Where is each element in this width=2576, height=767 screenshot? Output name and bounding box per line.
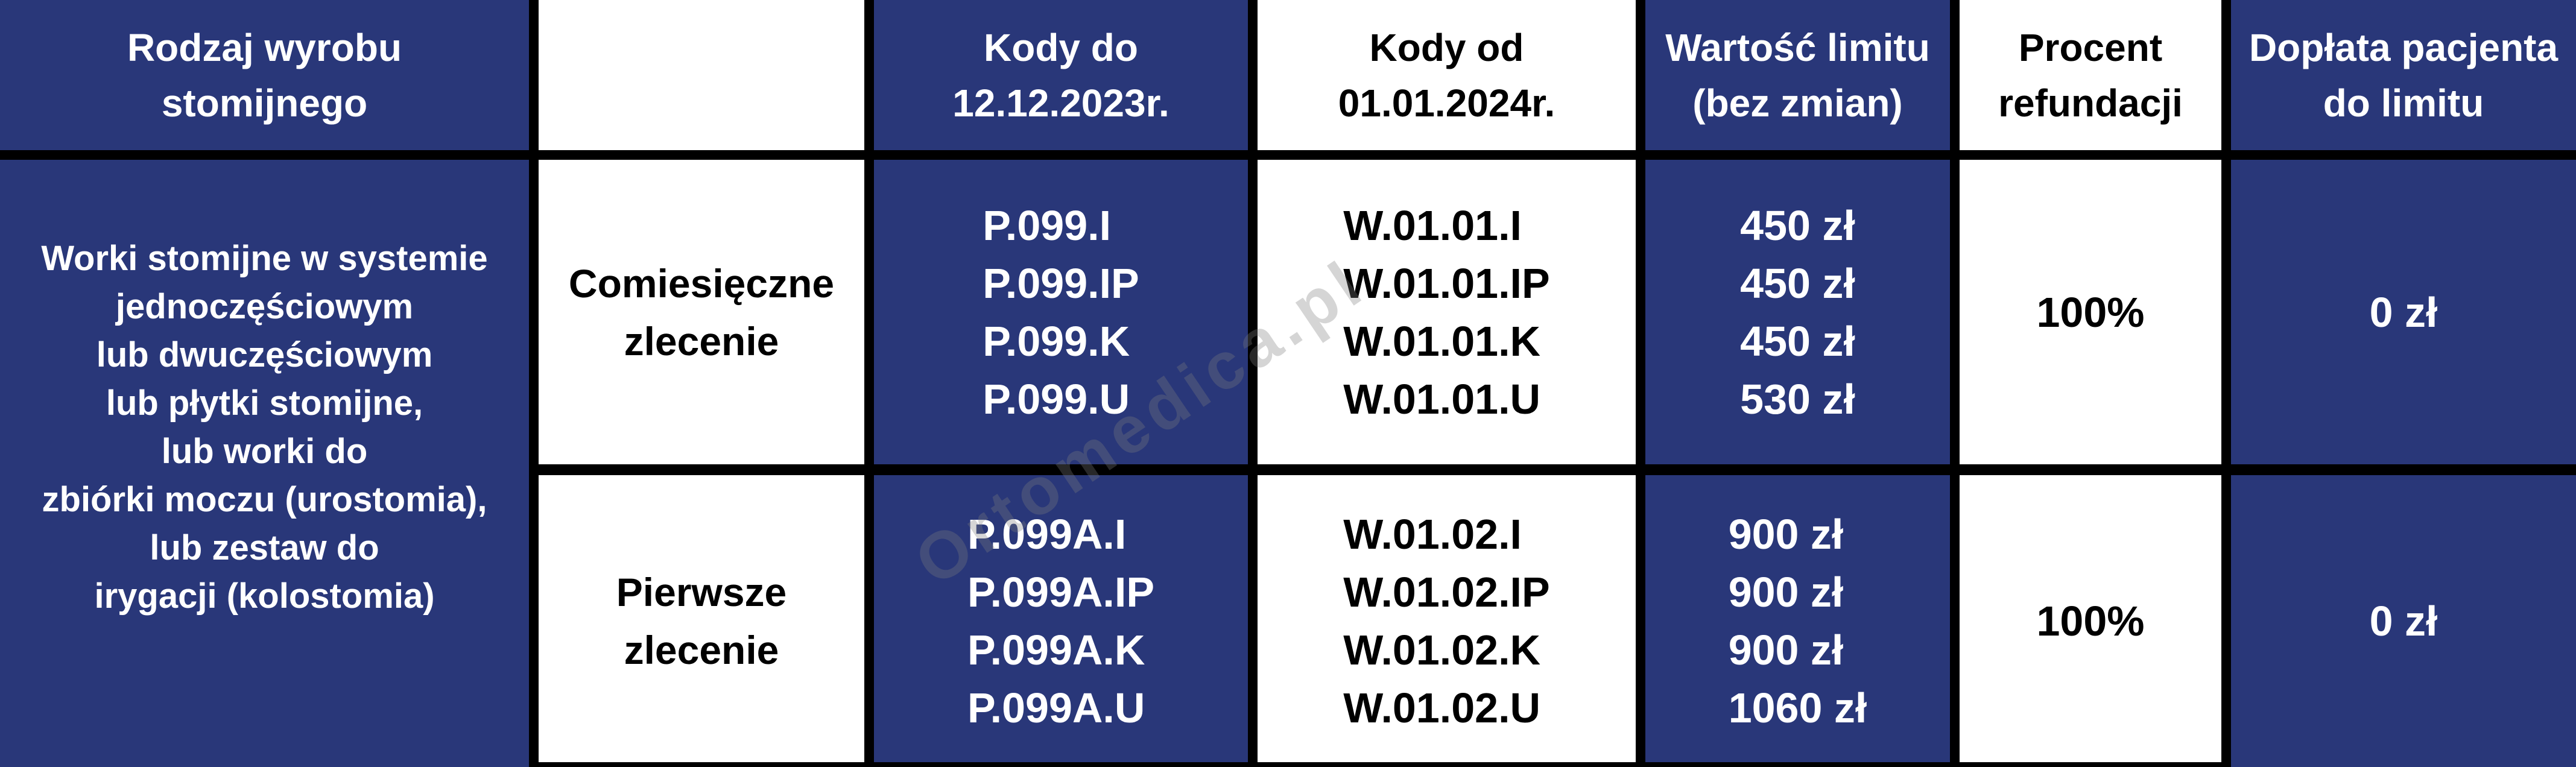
- header-line: (bez zmian): [1692, 81, 1903, 125]
- header-product-type: Rodzaj wyrobu stomijnego: [0, 0, 529, 150]
- codes-old-list: P.099A.I P.099A.IP P.099A.K P.099A.U: [967, 505, 1154, 737]
- code: P.099A.IP: [967, 569, 1155, 616]
- limit-value: 450 zł: [1740, 201, 1855, 249]
- codes-old-list: P.099.I P.099.IP P.099.K P.099.U: [983, 197, 1139, 428]
- code: W.01.02.IP: [1343, 569, 1550, 616]
- product-type-line: irygacji (kolostomia): [94, 576, 435, 616]
- code: W.01.02.I: [1343, 511, 1522, 558]
- cell-refund-row1: 100%: [1960, 160, 2221, 464]
- cell-order-monthly: Comiesięczne zlecenie: [539, 160, 864, 464]
- header-line: Kody do: [984, 25, 1138, 69]
- bottom-gridline: [539, 762, 2231, 767]
- limit-value: 450 zł: [1740, 259, 1855, 307]
- limit-value: 530 zł: [1740, 375, 1855, 423]
- order-line: Pierwsze: [616, 570, 787, 614]
- cell-limits-row2: 900 zł 900 zł 900 zł 1060 zł: [1645, 475, 1950, 767]
- code: W.01.02.U: [1343, 684, 1541, 731]
- cell-copay-row1: 0 zł: [2231, 160, 2576, 464]
- code: P.099.I: [983, 201, 1112, 249]
- order-line: zlecenie: [624, 318, 779, 364]
- code: W.01.01.IP: [1343, 259, 1550, 307]
- header-line: Procent: [2018, 25, 2163, 69]
- code: W.01.01.I: [1343, 201, 1522, 249]
- order-line: zlecenie: [624, 628, 779, 672]
- code: W.01.01.K: [1343, 317, 1541, 365]
- copay-value: 0 zł: [2369, 288, 2438, 336]
- order-line: Comiesięczne: [568, 260, 835, 306]
- product-type-line: jednoczęściowym: [115, 286, 414, 326]
- header-line: Wartość limitu: [1665, 25, 1930, 69]
- product-type-line: lub zestaw do: [150, 528, 379, 567]
- header-line: Rodzaj wyrobu: [127, 25, 402, 69]
- limit-value: 900 zł: [1728, 511, 1844, 558]
- code: P.099A.K: [967, 627, 1145, 674]
- cell-refund-row2: 100%: [1960, 475, 2221, 767]
- header-codes-old: Kody do 12.12.2023r.: [874, 0, 1248, 150]
- header-order-empty: [539, 0, 864, 150]
- header-patient-copay: Dopłata pacjenta do limitu: [2231, 0, 2576, 150]
- code: P.099A.I: [967, 511, 1127, 558]
- cell-codes-new-row2: W.01.02.I W.01.02.IP W.01.02.K W.01.02.U: [1258, 475, 1636, 767]
- product-type-line: Worki stomijne w systemie: [41, 238, 488, 278]
- limit-value: 900 zł: [1728, 569, 1844, 616]
- limit-value: 1060 zł: [1728, 684, 1867, 731]
- cell-codes-old-row2: P.099A.I P.099A.IP P.099A.K P.099A.U: [874, 475, 1248, 767]
- limit-value: 450 zł: [1740, 317, 1855, 365]
- header-line: do limitu: [2323, 81, 2484, 125]
- cell-copay-row2: 0 zł: [2231, 475, 2576, 767]
- header-line: 01.01.2024r.: [1338, 81, 1555, 125]
- codes-new-list: W.01.02.I W.01.02.IP W.01.02.K W.01.02.U: [1343, 505, 1549, 737]
- header-line: Dopłata pacjenta: [2248, 25, 2559, 69]
- limit-list: 900 zł 900 zł 900 zł 1060 zł: [1729, 505, 1867, 737]
- header-line: stomijnego: [161, 81, 368, 125]
- header-refund-percent: Procent refundacji: [1960, 0, 2221, 150]
- product-type-line: lub worki do: [161, 431, 368, 471]
- copay-value: 0 zł: [2369, 598, 2438, 645]
- cell-product-type: Worki stomijne w systemie jednoczęściowy…: [0, 160, 529, 767]
- refund-value: 100%: [2036, 288, 2145, 336]
- header-line: refundacji: [1998, 81, 2183, 125]
- header-codes-new: Kody od 01.01.2024r.: [1258, 0, 1636, 150]
- cell-limits-row1: 450 zł 450 zł 450 zł 530 zł: [1645, 160, 1950, 464]
- code: P.099A.U: [967, 684, 1145, 731]
- header-line: Kody od: [1369, 25, 1524, 69]
- limit-list: 450 zł 450 zł 450 zł 530 zł: [1740, 197, 1855, 428]
- cell-order-first: Pierwsze zlecenie: [539, 475, 864, 767]
- code: W.01.01.U: [1343, 375, 1541, 423]
- refund-value: 100%: [2036, 598, 2145, 645]
- code: W.01.02.K: [1343, 627, 1541, 674]
- header-limit-value: Wartość limitu (bez zmian): [1645, 0, 1950, 150]
- cell-codes-old-row1: P.099.I P.099.IP P.099.K P.099.U: [874, 160, 1248, 464]
- code: P.099.U: [983, 375, 1130, 423]
- product-type-line: zbiórki moczu (urostomia),: [42, 479, 487, 519]
- cell-codes-new-row1: W.01.01.I W.01.01.IP W.01.01.K W.01.01.U: [1258, 160, 1636, 464]
- product-type-line: lub płytki stomijne,: [106, 383, 423, 423]
- product-type-line: lub dwuczęściowym: [96, 335, 433, 374]
- code: P.099.K: [983, 317, 1130, 365]
- header-line: 12.12.2023r.: [952, 81, 1169, 125]
- codes-new-list: W.01.01.I W.01.01.IP W.01.01.K W.01.01.U: [1343, 197, 1549, 428]
- limit-value: 900 zł: [1728, 627, 1844, 674]
- code: P.099.IP: [983, 259, 1139, 307]
